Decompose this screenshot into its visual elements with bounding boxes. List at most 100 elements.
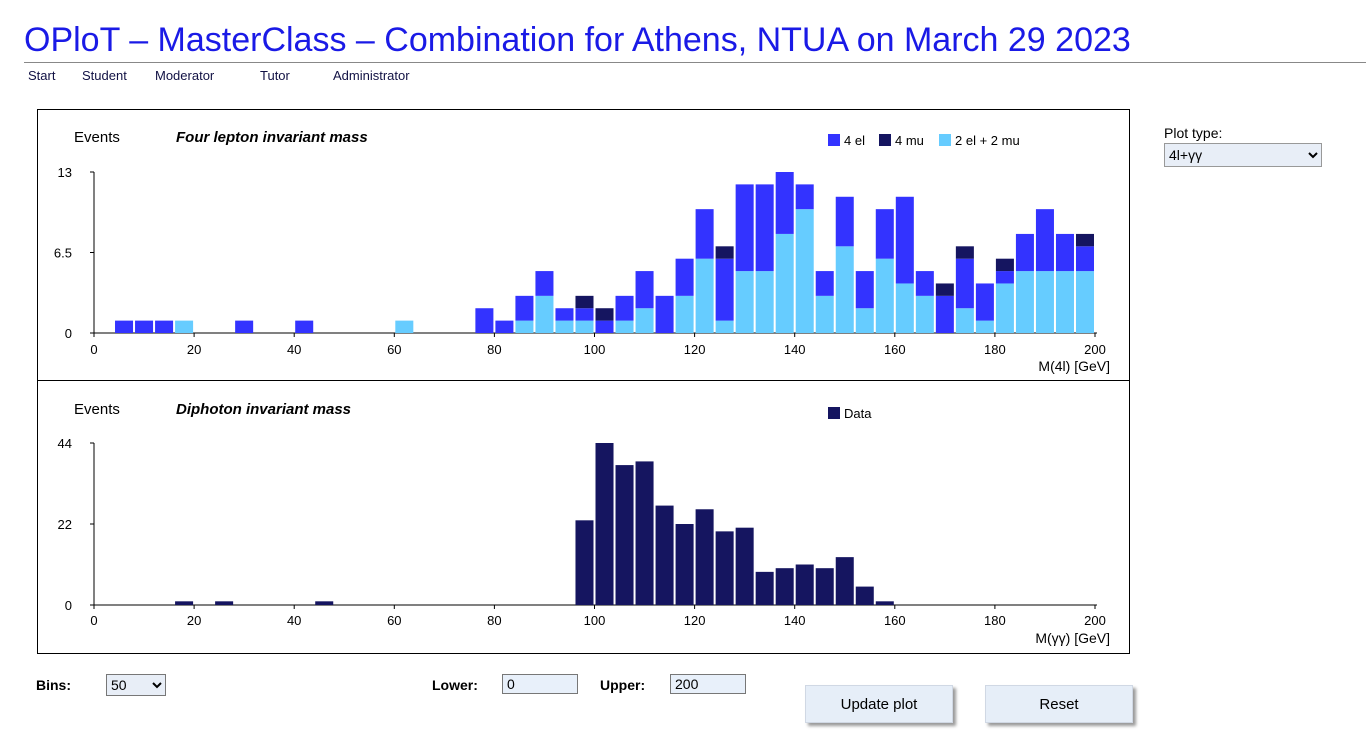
y-axis-label: Events xyxy=(74,401,120,418)
bar-2-el-2-mu xyxy=(855,308,874,333)
bar-4-el xyxy=(795,184,814,210)
title-divider xyxy=(24,62,1366,63)
y-tick-label: 13 xyxy=(58,165,72,180)
bar-4-el xyxy=(575,308,594,321)
nav-start[interactable]: Start xyxy=(28,68,56,83)
bar-2-el-2-mu xyxy=(915,295,934,333)
upper-input[interactable] xyxy=(670,674,746,694)
bar-4-el xyxy=(935,295,954,333)
x-tick-label: 100 xyxy=(584,342,606,357)
bar-2-el-2-mu xyxy=(955,308,974,333)
bar-4-el xyxy=(755,184,774,272)
legend-label: 4 el xyxy=(844,133,865,148)
bar-4-el xyxy=(775,172,794,234)
x-tick-label: 160 xyxy=(884,613,906,628)
bar-2-el-2-mu xyxy=(975,320,994,333)
bar-4-el xyxy=(155,320,174,333)
bar-4-el xyxy=(1015,233,1034,272)
bar-2-el-2-mu xyxy=(175,320,194,333)
bins-select[interactable]: 50 xyxy=(106,674,166,696)
bar-data xyxy=(735,527,754,605)
lower-label: Lower: xyxy=(432,677,478,693)
bins-label: Bins: xyxy=(36,677,71,693)
bar-2-el-2-mu xyxy=(515,320,534,333)
bar-4-mu xyxy=(715,246,734,259)
legend-label: 4 mu xyxy=(895,133,924,148)
bar-2-el-2-mu xyxy=(775,233,794,333)
nav-moderator[interactable]: Moderator xyxy=(155,68,215,83)
bar-4-el xyxy=(1075,246,1094,272)
bar-2-el-2-mu xyxy=(875,258,894,333)
bar-2-el-2-mu xyxy=(1055,271,1074,333)
bar-data xyxy=(695,509,714,605)
bar-data xyxy=(595,443,614,605)
bar-data xyxy=(635,461,654,605)
y-axis-label: Events xyxy=(74,129,120,146)
x-tick-label: 160 xyxy=(884,342,906,357)
legend-label: 2 el + 2 mu xyxy=(955,133,1020,148)
bar-4-el xyxy=(615,295,634,321)
update-plot-button[interactable]: Update plot xyxy=(805,685,953,723)
y-tick-label: 44 xyxy=(58,436,72,451)
four-lepton-chart: 0 6.5 13 0 20 40 60 80 100 120 140 160 180 200 Events F… xyxy=(54,129,1110,374)
plot-type-select[interactable]: 4l+γγ xyxy=(1164,143,1322,167)
x-tick-label: 200 xyxy=(1084,613,1106,628)
bar-4-mu xyxy=(595,308,614,321)
nav-student[interactable]: Student xyxy=(82,68,127,83)
bar-4-el xyxy=(975,283,994,321)
bar-4-el xyxy=(695,209,714,259)
bar-4-mu xyxy=(575,295,594,309)
bar-2-el-2-mu xyxy=(395,320,414,333)
x-tick-label: 140 xyxy=(784,342,806,357)
bar-4-el xyxy=(135,320,154,333)
bar-4-el xyxy=(235,320,254,333)
bar-4-el xyxy=(295,320,314,333)
bar-2-el-2-mu xyxy=(1035,271,1054,333)
bar-2-el-2-mu xyxy=(1015,271,1034,333)
bar-data xyxy=(875,601,894,605)
x-tick-label: 100 xyxy=(584,613,606,628)
nav-administrator[interactable]: Administrator xyxy=(333,68,410,83)
x-tick-label: 20 xyxy=(187,613,201,628)
bar-2-el-2-mu xyxy=(675,295,694,333)
bar-data xyxy=(675,524,694,605)
bar-4-el xyxy=(515,295,534,321)
x-tick-label: 20 xyxy=(187,342,201,357)
bar-4-el xyxy=(895,196,914,284)
x-tick-label: 60 xyxy=(387,342,401,357)
x-tick-label: 40 xyxy=(287,613,301,628)
bar-4-el xyxy=(475,308,494,333)
bar-4-el xyxy=(815,271,834,296)
bar-4-el xyxy=(1055,233,1074,272)
bar-4-el xyxy=(555,308,574,321)
bar-4-el xyxy=(655,295,674,333)
bar-4-el xyxy=(1035,209,1054,272)
x-axis-label: M(γγ) [GeV] xyxy=(1035,630,1110,646)
x-tick-label: 180 xyxy=(984,613,1006,628)
chart-title: Four lepton invariant mass xyxy=(176,129,368,146)
lower-input[interactable] xyxy=(502,674,578,694)
bar-data xyxy=(315,601,334,605)
bar-2-el-2-mu xyxy=(615,320,634,333)
x-tick-label: 140 xyxy=(784,613,806,628)
bar-2-el-2-mu xyxy=(555,320,574,333)
bar-4-el xyxy=(955,258,974,309)
legend-swatch xyxy=(828,134,840,146)
bar-4-mu xyxy=(995,258,1014,272)
x-tick-label: 80 xyxy=(487,613,501,628)
bar-2-el-2-mu xyxy=(715,320,734,333)
upper-label: Upper: xyxy=(600,677,646,693)
bar-2-el-2-mu xyxy=(735,271,754,333)
bar-data xyxy=(815,568,834,605)
bar-data xyxy=(715,531,734,605)
reset-button[interactable]: Reset xyxy=(985,685,1133,723)
x-tick-label: 0 xyxy=(90,342,97,357)
x-axis-label: M(4l) [GeV] xyxy=(1038,358,1110,374)
bar-data xyxy=(755,571,774,605)
x-tick-label: 120 xyxy=(684,342,706,357)
bar-data xyxy=(175,601,194,605)
nav-tutor[interactable]: Tutor xyxy=(260,68,290,83)
bar-4-el xyxy=(535,271,554,296)
bar-2-el-2-mu xyxy=(755,271,774,333)
bar-data xyxy=(855,586,874,605)
